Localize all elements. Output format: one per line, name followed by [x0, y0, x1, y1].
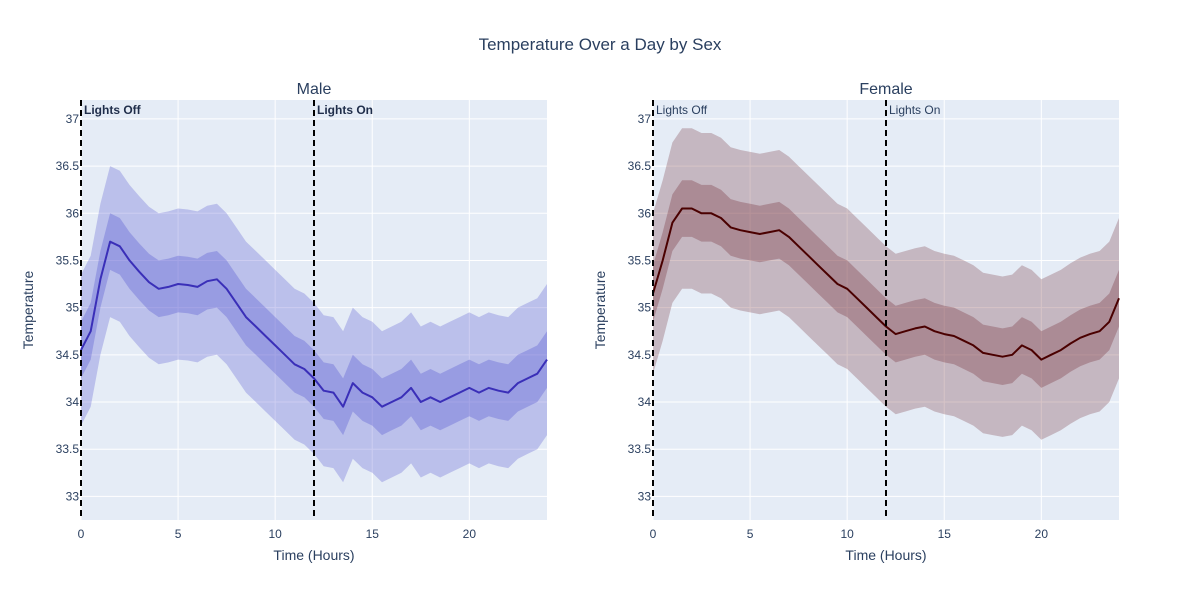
male-x-axis-label: Time (Hours)	[273, 547, 354, 563]
male-panel-title: Male	[297, 81, 332, 98]
male-x-tick-label: 20	[463, 527, 477, 541]
female-y-tick-label: 35	[638, 301, 652, 315]
female-y-tick-label: 34	[638, 395, 652, 409]
female-vline-label: Lights On	[889, 103, 940, 117]
male-y-tick-label: 33.5	[56, 442, 80, 456]
male-vline-label: Lights Off	[84, 103, 142, 117]
male-x-tick-label: 10	[268, 527, 282, 541]
female-y-tick-label: 33.5	[628, 442, 652, 456]
figure-title: Temperature Over a Day by Sex	[479, 35, 722, 54]
male-y-axis-label: Temperature	[20, 270, 36, 349]
male-y-tick-label: 36	[66, 206, 80, 220]
male-y-tick-label: 34.5	[56, 348, 80, 362]
male-x-tick-label: 15	[366, 527, 380, 541]
female-y-tick-label: 34.5	[628, 348, 652, 362]
female-vline-label: Lights Off	[656, 103, 708, 117]
male-y-tick-label: 33	[66, 489, 80, 503]
male-mean-line	[80, 240, 548, 408]
female-panel: 0 5 10 15 20 33 33.5 34 34.5 35 35.5 36 36.5 37 Lights…	[592, 81, 1120, 563]
male-x-tick-label: 5	[175, 527, 182, 541]
male-x-tick-label: 0	[78, 527, 85, 541]
female-plot-layer: 0 5 10 15 20 33 33.5 34 34.5 35 35.5 36 36.5 37 Lights…	[628, 100, 1120, 541]
male-y-tick-label: 35	[66, 301, 80, 315]
female-x-axis-label: Time (Hours)	[845, 547, 926, 563]
male-y-tick-label: 36.5	[56, 159, 80, 173]
female-y-tick-label: 37	[638, 112, 652, 126]
male-plot-layer: 0 5 10 15 20 33 33.5 34 34.5 35 35.5 36 36.5 37 Lights…	[56, 100, 548, 541]
male-inner-band	[81, 213, 547, 436]
female-y-tick-label: 33	[638, 489, 652, 503]
female-x-tick-label: 10	[840, 527, 854, 541]
female-y-tick-label: 36.5	[628, 159, 652, 173]
male-y-tick-label: 34	[66, 395, 80, 409]
female-y-tick-label: 35.5	[628, 253, 652, 267]
female-y-axis-label: Temperature	[592, 270, 608, 349]
male-y-tick-label: 35.5	[56, 253, 80, 267]
female-panel-title: Female	[859, 81, 912, 98]
male-vline-label: Lights On	[317, 103, 373, 117]
female-x-tick-label: 20	[1035, 527, 1049, 541]
female-x-tick-label: 5	[747, 527, 754, 541]
female-y-tick-label: 36	[638, 206, 652, 220]
male-y-tick-label: 37	[66, 112, 80, 126]
female-mean-line	[652, 207, 1120, 361]
female-x-tick-label: 0	[650, 527, 657, 541]
female-x-tick-label: 15	[938, 527, 952, 541]
male-panel: 0 5 10 15 20 33 33.5 34 34.5 35 35.5 36 36.5 37 Lights…	[20, 81, 548, 563]
